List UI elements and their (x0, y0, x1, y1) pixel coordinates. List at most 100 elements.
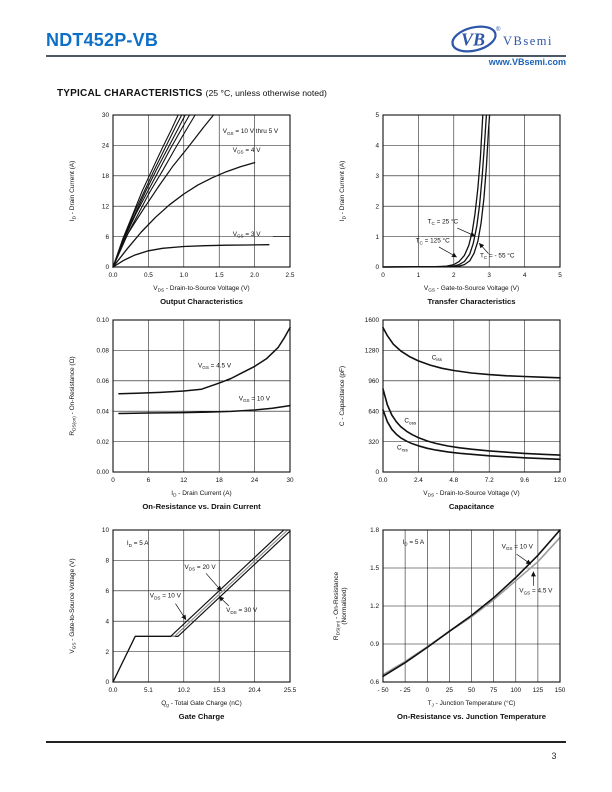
annotation-label: Crss (397, 445, 408, 453)
section-title-bold: TYPICAL CHARACTERISTICS (57, 88, 203, 99)
y-tick-label: 10 (102, 527, 110, 534)
annotation-label: VGS = 10 V thru 5 V (223, 128, 279, 136)
series-line (112, 114, 196, 268)
chart-title: Output Characteristics (160, 297, 243, 306)
y-tick-label: 1.5 (370, 565, 379, 572)
x-tick-label: 24 (251, 477, 259, 484)
plot-border (112, 319, 291, 473)
x-tick-label: 5 (558, 272, 562, 279)
series-line (112, 244, 270, 268)
series-line (382, 326, 561, 379)
x-tick-label: 75 (490, 687, 498, 694)
annotation-label: VDS = 20 V (185, 564, 217, 572)
x-tick-label: 18 (216, 477, 224, 484)
series-line (382, 114, 491, 268)
y-tick-label: 1280 (365, 348, 380, 355)
x-tick-label: 20.4 (248, 687, 261, 694)
x-tick-label: 7.2 (485, 477, 494, 484)
series-line (112, 114, 191, 268)
chart-title: On-Resistance vs. Drain Current (142, 502, 261, 511)
chart-svg: 0.0 0.5 1.0 1.5 2.0 2.5 0 6 12 18 24 30 VGS = 10 V t… (69, 112, 295, 306)
series-line (112, 529, 285, 683)
x-tick-label: 2.0 (250, 272, 259, 279)
plot-border (382, 114, 561, 268)
y-tick-label: 0.00 (97, 469, 110, 476)
annotation-label: TC = 125 °C (416, 237, 451, 246)
y-tick-label: 0.6 (370, 679, 379, 686)
y-tick-label: 18 (102, 173, 110, 180)
section-title-note: (25 °C, unless otherwise noted) (205, 88, 327, 98)
y-tick-label: 320 (368, 439, 379, 446)
y-tick-label: 0.9 (370, 641, 379, 648)
section-title: TYPICAL CHARACTERISTICS (25 °C, unless ot… (57, 83, 327, 101)
series-line (382, 388, 561, 456)
series-line (112, 529, 289, 683)
series-line (118, 404, 291, 415)
x-tick-label: 10.2 (178, 687, 191, 694)
x-axis-label: VGS - Gate-to-Source Voltage (V) (424, 285, 519, 293)
x-tick-label: 0 (111, 477, 115, 484)
y-tick-label: 2 (105, 649, 109, 656)
chart-transfer-characteristics: 0 1 2 3 4 5 0 1 2 3 4 5 TC = 25 °C TC = 125 °C TC = - … (325, 105, 583, 310)
x-tick-label: 1.0 (179, 272, 188, 279)
logo-monogram: VB (461, 30, 485, 50)
y-tick-label: 960 (368, 378, 379, 385)
x-tick-label: 50 (468, 687, 476, 694)
y-tick-label: 2 (375, 203, 379, 210)
y-axis-label: RDS(on) - On-Resistance (333, 572, 341, 641)
y-tick-label: 0.04 (97, 408, 110, 415)
annotation-leader (457, 227, 476, 237)
x-tick-label: - 50 (377, 687, 388, 694)
y-axis-label-line2: (Normalized) (341, 587, 348, 624)
y-axis-label: ID - Drain Current (A) (339, 161, 347, 221)
y-tick-label: 3 (375, 173, 379, 180)
vbsemi-logo: VB ® VBsemi (450, 23, 568, 55)
y-tick-label: 12 (102, 203, 110, 210)
chart-svg: 0 6 12 18 24 30 0.00 0.02 0.04 0.06 0.08 0.10 VGS = … (69, 317, 294, 511)
annotation-label: VDS = 10 V (150, 593, 182, 601)
x-tick-label: 25 (446, 687, 454, 694)
y-axis-label: C - Capacitance (pF) (339, 366, 346, 426)
plot-border (382, 529, 561, 683)
x-tick-label: 5.1 (144, 687, 153, 694)
annotation-label: VGS = 4 V (233, 147, 262, 155)
x-tick-label: 25.5 (284, 687, 297, 694)
x-tick-label: 0.0 (379, 477, 388, 484)
x-axis-label: TJ - Junction Temperature (°C) (428, 699, 516, 708)
annotation-label: TC = 25 °C (428, 218, 459, 227)
annotation-leader (205, 573, 222, 592)
plot-border (382, 319, 561, 473)
x-tick-label: 0.0 (109, 687, 118, 694)
y-tick-label: 0.06 (97, 378, 110, 385)
series-line (112, 161, 256, 268)
x-tick-label: 125 (533, 687, 544, 694)
annotation-label: ID = 5 A (127, 540, 149, 548)
x-axis-label: Qg - Total Gate Charge (nC) (161, 700, 242, 708)
chart-svg: - 50 - 25 0 25 50 75 100 125 150 0.6 0.9 1.2 1.5 1.8 I… (333, 527, 566, 721)
chart-svg: 0 1 2 3 4 5 0 1 2 3 4 5 TC = 25 °C TC = 125 °C TC = - … (339, 112, 562, 306)
chart-title: Capacitance (449, 502, 495, 511)
x-tick-label: 9.6 (520, 477, 529, 484)
y-tick-label: 4 (375, 143, 379, 150)
x-axis-label: VDS - Drain-to-Source Voltage (V) (423, 490, 519, 498)
annotation-label: Coss (404, 418, 416, 426)
annotation-label: VGS = 10 V (502, 543, 534, 551)
x-tick-label: 0 (426, 687, 430, 694)
annotation-label: VGS = 10 V (239, 395, 271, 403)
y-tick-label: 30 (102, 112, 110, 119)
chart-title: On-Resistance vs. Junction Temperature (397, 712, 547, 721)
x-tick-label: 3 (487, 272, 491, 279)
annotation-leader (479, 243, 489, 254)
chart-title: Gate Charge (179, 712, 225, 721)
series-line (112, 114, 179, 268)
series-line (382, 536, 561, 676)
x-tick-label: 1 (417, 272, 421, 279)
annotation-label: Ciss (432, 354, 443, 362)
y-tick-label: 1.2 (370, 603, 379, 610)
chart-svg: 0.0 2.4 4.8 7.2 9.6 12.0 0 320 640 960 1280 1600 Cis… (339, 317, 567, 511)
annotation-label: VDS = 30 V (226, 607, 258, 615)
y-tick-label: 4 (105, 618, 109, 625)
y-tick-label: 0.08 (97, 348, 110, 355)
x-tick-label: 100 (510, 687, 521, 694)
